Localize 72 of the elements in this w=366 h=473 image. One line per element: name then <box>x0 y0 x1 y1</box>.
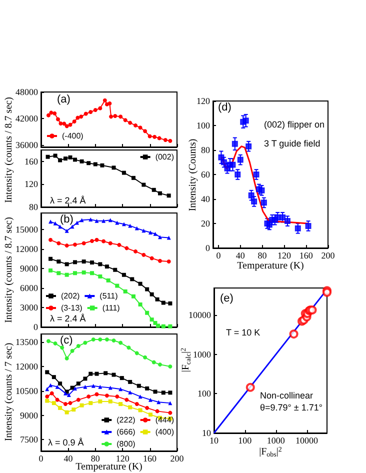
x-tick-label: 0 <box>216 250 222 260</box>
legend-label: (400) <box>155 428 174 436</box>
y-tick-label: 6000 <box>20 282 38 293</box>
y-axis-title: Intensity (counts / 7 sec) <box>4 342 14 442</box>
annotation: λ = 2.4 Å <box>50 314 86 324</box>
x-tick-label: 40 <box>64 454 74 464</box>
annotation: 3 T guide field <box>264 138 320 148</box>
x-tick-label: 120 <box>277 250 292 260</box>
y-tick-label: 12000 <box>16 362 38 372</box>
y-tick-label: 7500 <box>20 434 38 445</box>
y-tick-label: 10 <box>202 428 212 438</box>
x-axis-title: Temperature (K) <box>237 260 304 272</box>
annotation: (002) flipper on <box>264 120 325 130</box>
chart-title: (d) <box>218 102 232 114</box>
legend-label: (800) <box>116 440 136 448</box>
y-tick-label: 100 <box>198 388 212 399</box>
annotation: λ = 2.4 Å <box>50 196 86 206</box>
y-tick-label: 3000 <box>20 302 38 312</box>
x-tick-label: 200 <box>321 250 336 260</box>
y-tick-label: 20 <box>201 218 210 228</box>
legend-label: (3-13) <box>61 304 83 312</box>
annotation: T = 10 K <box>226 328 260 338</box>
y-tick-label: 42000 <box>16 113 38 124</box>
legend-label: (-400) <box>62 132 84 140</box>
x-tick-label: 1000 <box>266 436 286 446</box>
y-tick-label: 15000 <box>16 224 38 234</box>
x-tick-label: 10000 <box>296 436 319 446</box>
chart-title: (a) <box>57 94 70 106</box>
y-tick-label: 10000 <box>188 310 212 320</box>
x-tick-label: 10 <box>210 436 219 446</box>
legend-label: (222) <box>116 416 136 424</box>
y-tick-label: 60 <box>201 170 210 180</box>
y-axis-title: Intensity (counts / 8.7 sec) <box>4 97 14 203</box>
chart-title: (e) <box>220 292 234 304</box>
legend-label: (511) <box>100 292 118 300</box>
y-tick-label: 160 <box>24 156 38 166</box>
y-tick-label: 80 <box>201 145 210 155</box>
x-tick-label: 100 <box>238 436 252 446</box>
legend-label: (202) <box>61 292 80 300</box>
y-tick-label: 13500 <box>16 337 38 348</box>
x-tick-label: 120 <box>116 454 130 464</box>
annotation: Non-collinear <box>260 390 314 400</box>
y-axis-title: Intensity (Counts) <box>188 138 198 212</box>
x-tick-label: 200 <box>170 454 184 464</box>
y-tick-label: 9000 <box>20 263 38 274</box>
y-tick-label: 48000 <box>16 87 38 97</box>
y-tick-label: 1000 <box>193 349 212 360</box>
y-tick-label: 80 <box>29 202 38 212</box>
legend-label: (002) <box>155 152 174 162</box>
y-tick-label: 36000 <box>16 140 38 150</box>
annotation: θ=9.79° ± 1.71° <box>260 402 323 412</box>
x-tick-label: 160 <box>143 454 158 464</box>
y-axis-title: Intensity (counts / 8.7 sec) <box>4 217 14 323</box>
y-tick-label: 120 <box>24 179 38 190</box>
y-tick-label: 100 <box>196 120 210 130</box>
x-axis-title: Temperature (K) <box>76 462 142 472</box>
y-tick-label: 40 <box>201 194 210 204</box>
chart-title: (b) <box>60 214 74 226</box>
x-tick-label: 80 <box>90 454 100 464</box>
annotation: λ = 0.9 Å <box>48 438 84 448</box>
y-tick-label: 9000 <box>20 410 38 420</box>
x-tick-label: 40 <box>236 250 246 260</box>
y-tick-label: 0 <box>206 243 210 253</box>
y-tick-label: 120 <box>196 96 210 106</box>
y-tick-label: 10500 <box>16 386 38 396</box>
y-tick-label: 12000 <box>16 244 38 254</box>
x-tick-label: 80 <box>258 250 268 260</box>
chart-title: (c) <box>60 334 73 346</box>
x-tick-label: 160 <box>299 250 314 260</box>
legend-label: (666) <box>116 428 136 436</box>
y-tick-label: 0 <box>34 322 38 332</box>
legend-label: (111) <box>102 304 120 312</box>
